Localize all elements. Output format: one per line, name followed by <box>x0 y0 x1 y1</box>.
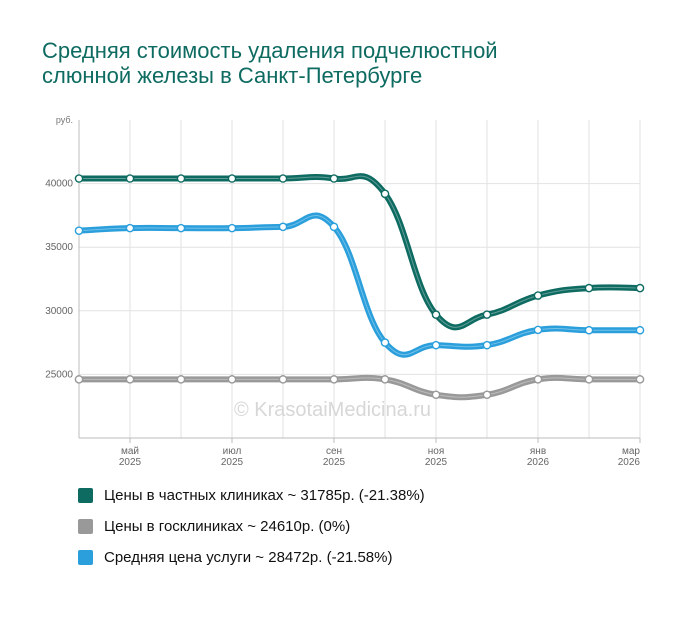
x-tick-label-year: 2025 <box>323 457 346 468</box>
x-tick-label-month: сен <box>326 446 342 457</box>
x-tick-label-month: мар <box>622 446 640 457</box>
series-0-point[interactable] <box>278 174 288 183</box>
x-tick-label-year: 2026 <box>618 457 641 468</box>
series-2-point[interactable] <box>533 325 543 335</box>
series-2-point[interactable] <box>278 222 288 232</box>
series-1-point[interactable] <box>278 375 288 384</box>
series-0-line-highlight <box>79 175 641 328</box>
series-0-point[interactable] <box>533 291 543 300</box>
series-2-point[interactable] <box>431 340 441 350</box>
y-tick-label: 25000 <box>45 369 73 380</box>
x-tick-label-month: янв <box>530 446 546 457</box>
y-tick-label: 30000 <box>45 306 73 317</box>
series-2-point[interactable] <box>482 340 492 350</box>
series-1-point[interactable] <box>533 375 543 384</box>
series-0-point[interactable] <box>431 310 441 319</box>
legend-swatch <box>78 519 93 534</box>
series-0-point[interactable] <box>227 174 237 183</box>
x-tick-label-year: 2026 <box>527 457 550 468</box>
axes: руб.25000300003500040000май2025июл2025се… <box>45 115 641 468</box>
legend-label: Цены в частных клиниках ~ 31785р. (-21.3… <box>104 487 425 504</box>
series-1-point[interactable] <box>329 375 339 384</box>
x-tick-label-month: ноя <box>428 446 445 457</box>
y-tick-label: 40000 <box>45 179 73 190</box>
x-tick-label-month: июл <box>223 446 242 457</box>
chart-title-line-2: слюнной железы в Санкт-Петербурге <box>42 63 423 88</box>
chart-title-line-1: Средняя стоимость удаления подчелюстной <box>42 38 498 63</box>
x-tick-label-year: 2025 <box>425 457 448 468</box>
series-0-point[interactable] <box>74 174 84 183</box>
series-2-line-highlight <box>78 215 641 356</box>
series-lines <box>76 173 643 401</box>
x-tick-label-year: 2025 <box>221 457 244 468</box>
watermark: © KrasotaiMedicina.ru <box>234 399 431 421</box>
legend-swatch <box>78 488 93 503</box>
series-1-line <box>76 374 643 401</box>
y-tick-label: 35000 <box>45 242 73 253</box>
series-2-point[interactable] <box>584 325 594 335</box>
legend-swatch <box>78 550 93 565</box>
series-0-point[interactable] <box>176 174 186 183</box>
series-0-point[interactable] <box>125 174 135 183</box>
series-2-point[interactable] <box>176 223 186 233</box>
series-1-point[interactable] <box>482 390 492 400</box>
legend-label: Средняя цена услуги ~ 28472р. (-21.58%) <box>104 549 393 566</box>
series-2-point[interactable] <box>125 223 135 233</box>
series-2-point[interactable] <box>635 325 645 335</box>
series-1-point[interactable] <box>176 375 186 384</box>
series-1-point[interactable] <box>74 375 84 384</box>
series-1-point[interactable] <box>380 375 390 384</box>
data-points <box>74 174 645 400</box>
series-0-line <box>76 173 643 331</box>
grid <box>78 120 641 438</box>
series-0-point[interactable] <box>482 310 492 319</box>
x-tick-label-month: май <box>121 446 139 457</box>
series-0-point[interactable] <box>635 283 645 293</box>
chart-title: Средняя стоимость удаления подчелюстной … <box>42 38 642 88</box>
series-2-point[interactable] <box>74 226 84 235</box>
series-0-point[interactable] <box>584 283 594 293</box>
legend-label: Цены в госклиниках ~ 24610р. (0%) <box>104 518 351 535</box>
series-1-point[interactable] <box>431 390 441 400</box>
series-1-line-highlight <box>79 377 640 398</box>
series-1-point[interactable] <box>584 375 594 384</box>
series-2-point[interactable] <box>329 222 339 232</box>
x-tick-label-year: 2025 <box>119 457 142 468</box>
series-2-point[interactable] <box>380 338 390 347</box>
series-0-point[interactable] <box>380 189 390 199</box>
series-1-point[interactable] <box>125 375 135 384</box>
series-1-point[interactable] <box>227 375 237 384</box>
series-1-point[interactable] <box>635 375 645 384</box>
y-axis-unit: руб. <box>56 115 73 125</box>
series-0-point[interactable] <box>329 174 339 183</box>
series-2-point[interactable] <box>227 223 237 233</box>
